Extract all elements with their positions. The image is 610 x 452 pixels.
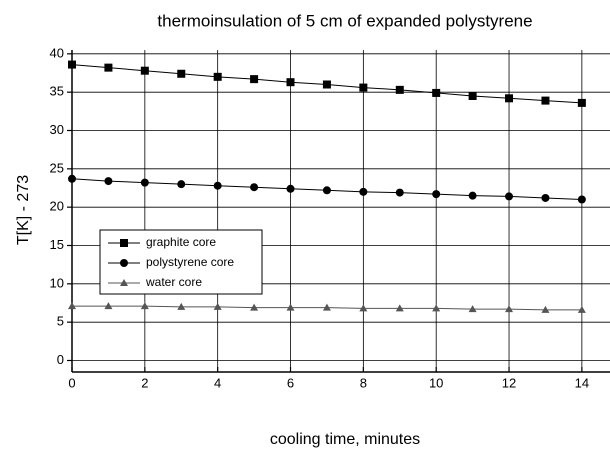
- marker: [286, 184, 295, 193]
- marker: [213, 302, 222, 310]
- x-tick-label: 12: [502, 375, 516, 390]
- marker: [395, 304, 404, 312]
- y-tick-label: 25: [50, 160, 64, 175]
- marker: [468, 92, 477, 100]
- marker: [68, 60, 76, 69]
- x-tick-label: 2: [141, 375, 148, 390]
- marker: [104, 63, 113, 72]
- chart-title: thermoinsulation of 5 cm of expanded pol…: [157, 11, 532, 30]
- marker: [140, 178, 149, 187]
- marker: [395, 85, 404, 94]
- y-tick-label: 15: [50, 237, 64, 252]
- marker: [68, 174, 76, 183]
- marker: [505, 192, 514, 201]
- marker: [432, 88, 441, 97]
- marker: [250, 183, 259, 192]
- marker: [140, 302, 149, 310]
- legend-label: graphite core: [146, 235, 216, 249]
- marker: [577, 195, 586, 204]
- x-tick-label: 0: [68, 375, 75, 390]
- marker: [177, 69, 186, 78]
- marker: [250, 303, 259, 311]
- marker: [68, 302, 76, 310]
- marker: [432, 190, 441, 199]
- y-tick-label: 5: [57, 314, 64, 329]
- marker: [322, 303, 331, 311]
- x-tick-label: 10: [429, 375, 443, 390]
- y-tick-label: 10: [50, 275, 64, 290]
- marker: [286, 78, 295, 87]
- marker: [468, 191, 477, 200]
- x-tick-label: 6: [287, 375, 294, 390]
- marker: [286, 303, 295, 311]
- marker: [120, 259, 128, 267]
- marker: [359, 304, 368, 312]
- y-tick-label: 30: [50, 122, 64, 137]
- marker: [322, 80, 331, 89]
- marker: [250, 75, 259, 84]
- marker: [577, 98, 586, 107]
- marker: [177, 180, 186, 189]
- marker: [359, 187, 368, 196]
- marker: [140, 66, 149, 75]
- marker: [505, 94, 514, 103]
- x-tick-label: 4: [214, 375, 221, 390]
- y-tick-label: 20: [50, 199, 64, 214]
- marker: [432, 304, 441, 312]
- legend-label: water core: [145, 275, 202, 289]
- marker: [541, 305, 550, 313]
- marker: [359, 83, 368, 92]
- legend-label: polystyrene core: [146, 255, 234, 269]
- marker: [468, 305, 477, 313]
- y-tick-label: 40: [50, 45, 64, 60]
- marker: [541, 193, 550, 202]
- marker: [120, 239, 128, 247]
- marker: [395, 188, 404, 197]
- y-tick-label: 35: [50, 84, 64, 99]
- marker: [213, 181, 222, 190]
- y-axis-label: T[K] - 273: [15, 175, 32, 245]
- y-tick-label: 0: [57, 352, 64, 367]
- marker: [120, 279, 128, 286]
- marker: [213, 72, 222, 81]
- legend: graphite core polystyrene core water core: [99, 229, 263, 295]
- marker: [104, 177, 113, 186]
- marker: [177, 302, 186, 310]
- marker: [541, 96, 550, 105]
- marker: [505, 305, 514, 313]
- x-tick-label: 8: [360, 375, 367, 390]
- x-tick-label: 14: [575, 375, 589, 390]
- marker: [104, 302, 113, 310]
- marker: [577, 305, 586, 313]
- marker: [322, 186, 331, 195]
- x-axis-label: cooling time, minutes: [270, 431, 420, 448]
